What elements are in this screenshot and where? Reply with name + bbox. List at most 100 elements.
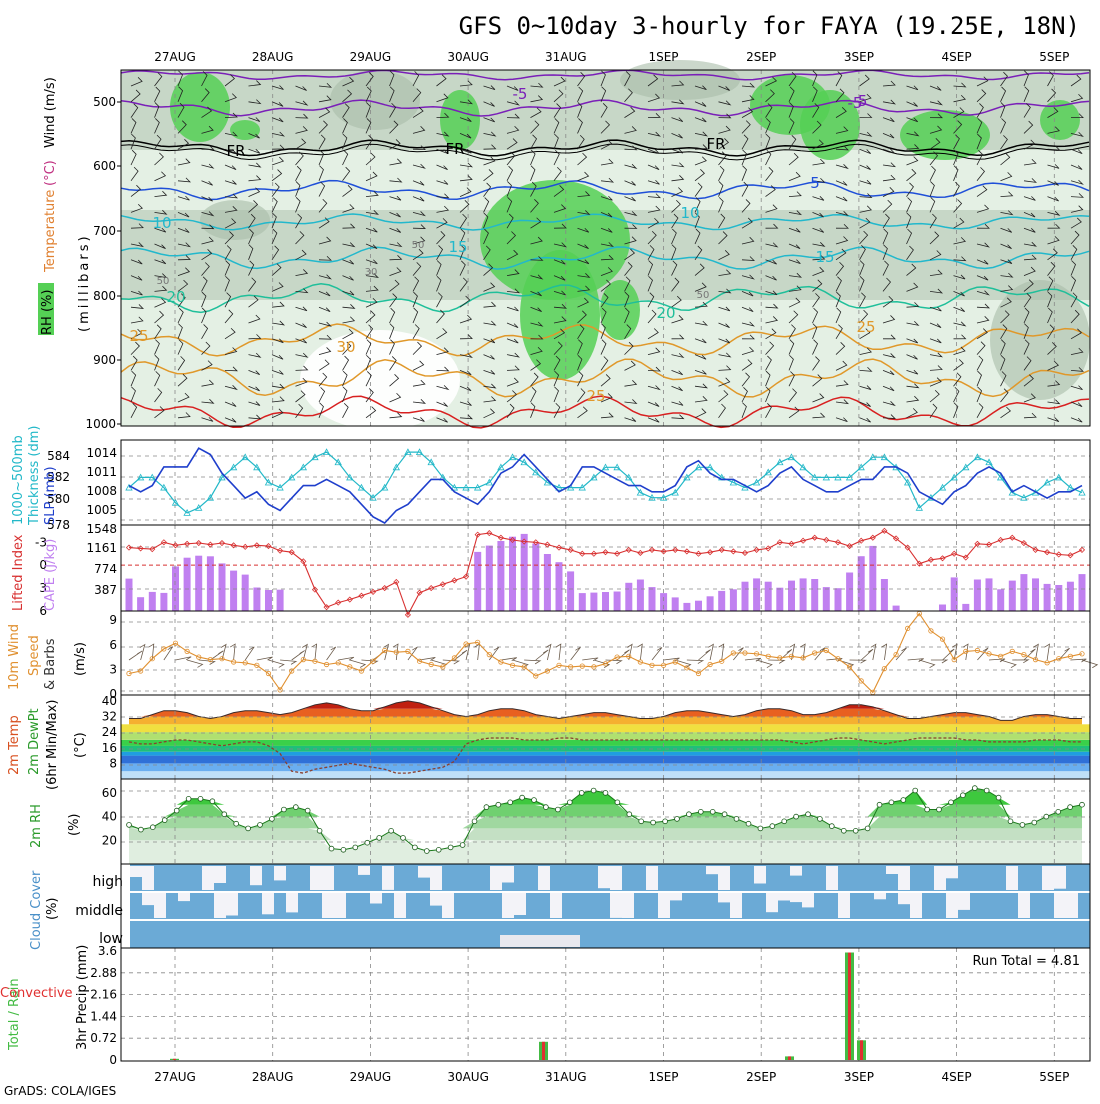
wind-barb [224,275,230,292]
wind-barb [906,182,914,197]
wind-barb [906,383,920,389]
wind-barb [788,272,803,278]
cloud-gap [322,893,334,918]
rh-2m-marker [316,827,323,834]
wind-barb [483,182,492,197]
wind-barb [177,307,184,324]
wind-barb [647,93,661,103]
wind-barb [859,401,871,407]
10m-wind-marker [323,661,330,668]
wind-barb [671,148,684,154]
contour-label: FR [226,142,245,160]
wind-barb [953,274,966,280]
rh-patch [300,330,460,430]
cloud-gap [358,866,370,875]
rh-shading [121,60,1090,430]
10m-wind-barb [799,643,806,661]
wind-barb [506,100,520,106]
rh-dark-patch [330,70,420,130]
wind-barb [224,112,238,118]
cloud-gap [958,893,970,910]
wind-barb [929,250,942,261]
thickness-marker [171,498,180,506]
wind-barb [671,414,685,420]
wind-barb [741,346,755,355]
wind-barb [788,259,801,265]
cape-bar [613,591,621,611]
10m-wind-barb [849,659,867,664]
cloud-gap [706,866,718,875]
contour-label: 20 [166,288,185,306]
wind-barb [506,138,518,150]
wind-barb [224,347,238,355]
wind-barb [1070,347,1084,355]
temperature-band [129,716,1082,725]
wind-barb [882,295,894,308]
10m-wind-barb [302,643,308,661]
wind-barb [600,339,607,355]
wind-barb [436,401,448,407]
wind-barb [248,117,261,122]
wind-barb [976,355,984,371]
10m-wind-barb [779,649,793,661]
lifted-index-marker [753,546,760,553]
wind-barb [929,181,935,197]
wind-barb [671,187,684,197]
cape-bar [997,589,1005,611]
wind-barb [365,152,376,166]
wind-barb [1023,279,1034,292]
wind-barb [224,327,236,340]
contour-label: 10 [152,214,171,232]
wind-barb [577,171,590,182]
thickness-marker [136,473,145,481]
cape-bar [567,571,575,611]
wind-barb [718,288,732,294]
wind-barb [953,237,967,245]
wind-barb [577,191,591,197]
rh-2m-marker [781,818,787,825]
wind-barb [1070,367,1085,372]
wind-barb [436,309,445,324]
wind-barb [624,71,631,87]
10m-wind-barb [291,650,305,661]
cape-bar [962,603,970,611]
contour-label: FR [706,135,725,153]
wind-barb [788,324,796,340]
wind-barb [318,107,331,118]
wind-barb [130,223,144,229]
wind-barb [201,224,215,230]
lifted-index-marker [207,541,214,548]
wind-barb [835,291,841,308]
wind-barb [154,273,168,279]
wind-barb [647,148,660,154]
wind-barb [177,293,186,308]
wind-barb [154,152,164,166]
rh-2m-marker [459,842,466,848]
rh-2m-band [129,804,1082,817]
wind-barb [882,228,889,245]
wind-barb [342,133,348,150]
cape-bar [869,545,877,611]
contour-label: 25 [129,327,148,345]
thickness-marker [659,493,668,501]
wind-barb [177,70,183,87]
wind-barb [765,341,775,355]
rh-2m-marker [340,846,347,853]
wind-barb [882,133,895,139]
wind-barb [1047,88,1057,103]
10m-wind-marker [277,687,283,693]
wind-barb [248,414,262,420]
thickness-marker [985,458,993,466]
wind-barb [577,72,586,87]
wind-barb [929,288,944,294]
rh-2m-marker [328,845,335,852]
wind-barb [389,158,403,166]
10m-wind-marker [742,650,748,656]
rh-2m-band [129,828,1082,841]
wind-barb [1047,145,1061,151]
10m-wind-marker [440,664,446,670]
cloud-level-low: low [99,931,123,947]
rh-2m-marker [1079,801,1085,808]
wind-barb [154,354,160,371]
